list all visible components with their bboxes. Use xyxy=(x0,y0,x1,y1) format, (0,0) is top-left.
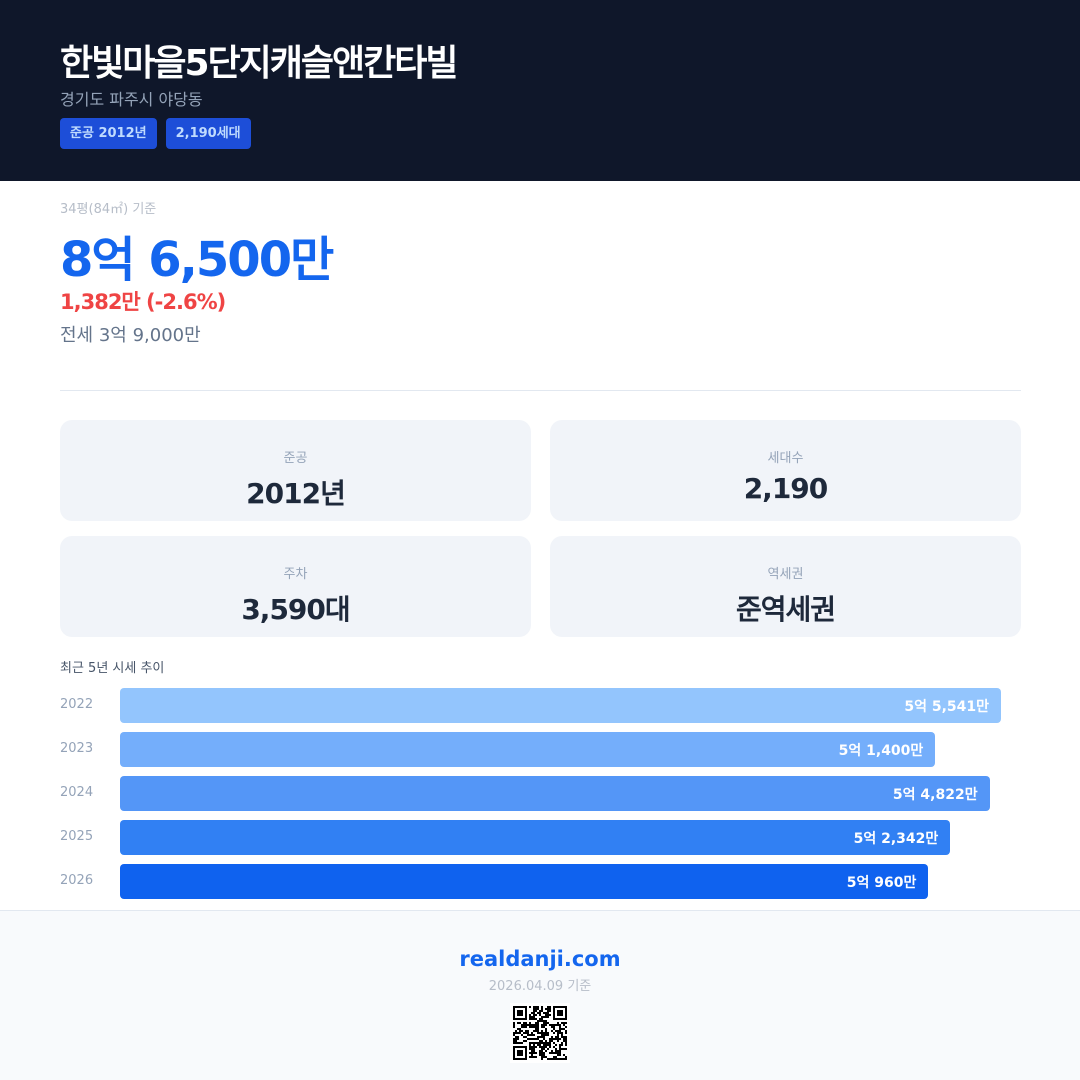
bar-value-label: 5억 1,400만 xyxy=(838,743,924,759)
header: 한빛마을5단지캐슬앤칸타빌 경기도 파주시 야당동 준공 2012년 2,190… xyxy=(0,0,1080,181)
bar-value-label: 5억 960만 xyxy=(846,875,917,891)
bar-year-label: 2025 xyxy=(60,829,94,844)
jeonse-price: 전세 3억 9,000만 xyxy=(60,325,201,346)
stat-value: 2012년 xyxy=(246,477,346,510)
stat-card-parking: 주차 3,590대 xyxy=(60,536,531,637)
stat-label: 준공 xyxy=(283,451,308,466)
bar: 5억 4,822만 xyxy=(120,776,990,811)
stat-value: 2,190 xyxy=(743,472,829,505)
bar-row: 2022 5억 5,541만 xyxy=(60,688,1020,723)
address: 경기도 파주시 야당동 xyxy=(60,90,203,109)
sale-price: 8억 6,500만 xyxy=(60,232,334,288)
stat-card-built: 준공 2012년 xyxy=(60,420,531,521)
divider xyxy=(60,390,1021,391)
trend-title: 최근 5년 시세 추이 xyxy=(60,661,165,676)
bar-year-label: 2026 xyxy=(60,873,94,888)
stat-label: 주차 xyxy=(283,567,308,582)
bar: 5억 1,400만 xyxy=(120,732,936,767)
bar-year-label: 2022 xyxy=(60,697,94,712)
bar-value-label: 5억 4,822만 xyxy=(892,787,978,803)
bar-value-label: 5억 2,342만 xyxy=(853,831,939,847)
bar-row: 2025 5억 2,342만 xyxy=(60,820,1020,855)
price-change: 1,382만 (-2.6%) xyxy=(60,290,226,314)
bar-value-label: 5억 5,541만 xyxy=(904,699,989,715)
bar-row: 2024 5억 4,822만 xyxy=(60,776,1020,811)
stat-value: 3,590대 xyxy=(241,593,350,626)
stat-label: 역세권 xyxy=(767,567,804,582)
bar: 5억 5,541만 xyxy=(120,688,1001,723)
qr-code xyxy=(510,1003,570,1063)
bar-year-label: 2023 xyxy=(60,741,94,756)
data-date: 2026.04.09 기준 xyxy=(488,979,592,994)
price-basis: 34평(84㎡) 기준 xyxy=(60,202,157,217)
stat-value: 준역세권 xyxy=(735,593,836,626)
stat-card-households: 세대수 2,190 xyxy=(550,420,1021,521)
bar-year-label: 2024 xyxy=(60,785,94,800)
complex-title: 한빛마을5단지캐슬앤칸타빌 xyxy=(60,43,458,84)
bar: 5억 960만 xyxy=(120,864,929,899)
footer: realdanji.com 2026.04.09 기준 xyxy=(0,910,1080,1080)
badge-households: 2,190세대 xyxy=(165,118,251,149)
qr-pattern xyxy=(513,1006,567,1060)
site-link[interactable]: realdanji.com xyxy=(459,947,621,971)
stat-label: 세대수 xyxy=(767,451,804,466)
bar: 5억 2,342만 xyxy=(120,820,951,855)
bar-row: 2026 5억 960만 xyxy=(60,864,1020,899)
badge-built-year: 준공 2012년 xyxy=(60,118,157,149)
bar-row: 2023 5억 1,400만 xyxy=(60,732,1020,767)
